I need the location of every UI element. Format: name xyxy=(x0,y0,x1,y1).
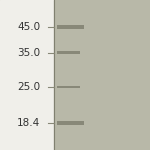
Bar xyxy=(57,51,80,54)
Bar xyxy=(57,25,84,29)
Bar xyxy=(57,121,84,125)
Bar xyxy=(57,86,80,88)
Text: 35.0: 35.0 xyxy=(17,48,41,57)
Text: 45.0: 45.0 xyxy=(17,22,41,32)
Text: 18.4: 18.4 xyxy=(17,118,40,128)
Text: 25.0: 25.0 xyxy=(17,82,41,92)
Bar xyxy=(54,0,150,150)
Bar xyxy=(0,0,54,150)
